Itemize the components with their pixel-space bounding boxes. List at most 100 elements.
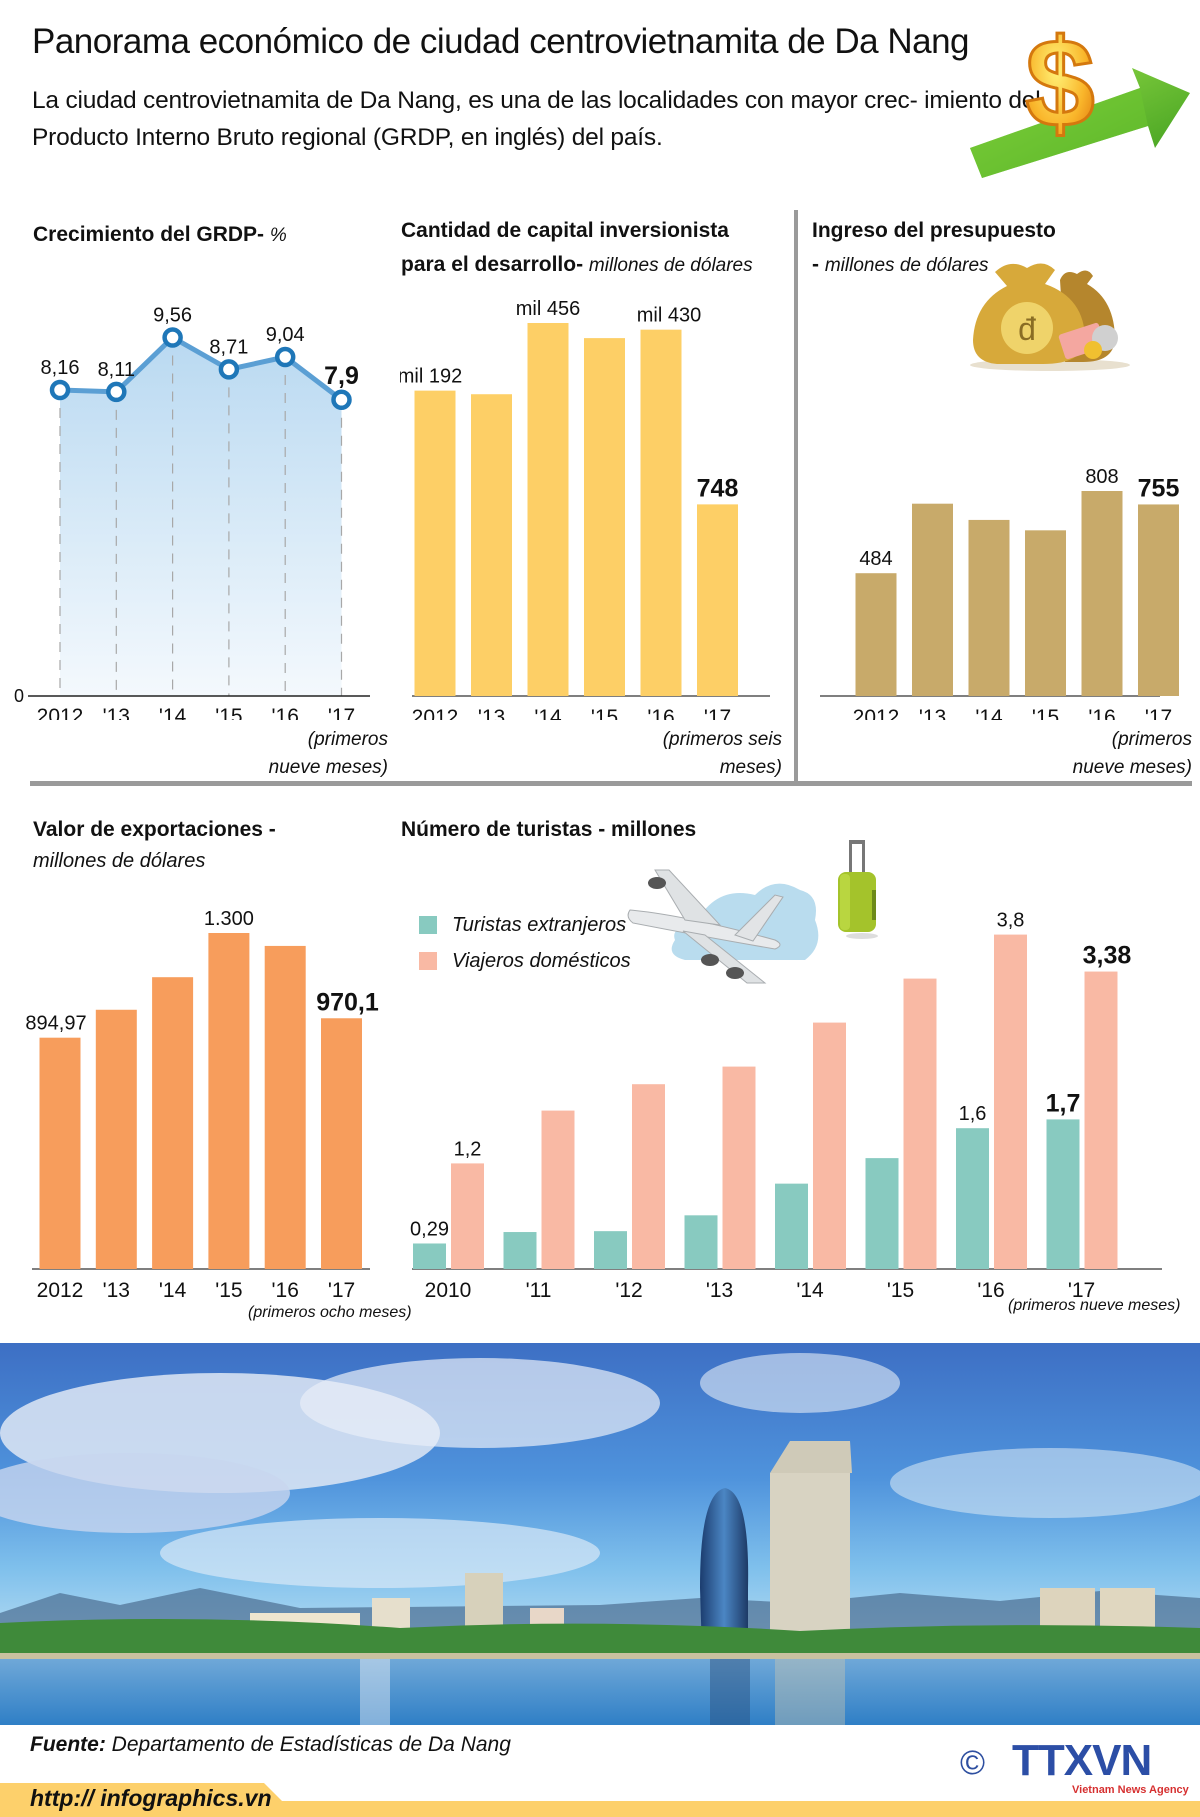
bar-domestic-travelers bbox=[1084, 971, 1118, 1269]
x-tick-label: '13 bbox=[478, 706, 505, 720]
data-label: 9,56 bbox=[153, 305, 192, 327]
source-label: Fuente: bbox=[30, 1733, 106, 1756]
tourists-chart-title: Número de turistas - millones bbox=[401, 818, 697, 841]
dollar-growth-arrow-icon: $ bbox=[970, 13, 1190, 178]
x-tick-label: '15 bbox=[215, 705, 242, 720]
capital-note-line2: meses) bbox=[719, 757, 782, 778]
svg-text:$: $ bbox=[1025, 14, 1095, 153]
x-tick-label: '14 bbox=[975, 706, 1003, 720]
bar-capital bbox=[584, 338, 625, 696]
bar-exports bbox=[152, 977, 194, 1269]
budget-note-line2: nueve meses) bbox=[1072, 757, 1192, 778]
x-tick-label: 2012 bbox=[853, 706, 900, 720]
data-label: 0,29 bbox=[410, 1218, 449, 1240]
svg-text:đ: đ bbox=[1018, 311, 1036, 347]
bar-domestic-travelers bbox=[994, 934, 1027, 1269]
x-tick-label: '13 bbox=[103, 705, 130, 720]
logo-wordmark: TTXVN bbox=[1012, 1736, 1152, 1785]
data-label: mil 430 bbox=[637, 305, 701, 327]
bar-budget bbox=[912, 503, 953, 696]
data-label: 1,2 bbox=[454, 1138, 482, 1160]
grdp-unit: % bbox=[269, 225, 287, 246]
data-label: 3,38 bbox=[1083, 942, 1132, 970]
bar-foreign-tourists bbox=[775, 1183, 808, 1269]
url-bar bbox=[0, 1783, 1200, 1817]
data-label: mil 456 bbox=[516, 298, 580, 320]
exports-chart: 2012 894,97 '13 '14 '15 1.300 '16 '17 970,1 bbox=[25, 908, 378, 1300]
bar-capital bbox=[640, 329, 682, 696]
budget-unit: millones de dólares bbox=[824, 255, 989, 276]
logo-subtext: Vietnam News Agency bbox=[1072, 1784, 1189, 1796]
x-tick-label: '16 bbox=[272, 705, 299, 720]
bar-budget bbox=[855, 573, 897, 696]
bar-foreign-tourists bbox=[865, 1158, 899, 1269]
x-tick-label: '16 bbox=[1088, 706, 1115, 720]
x-tick-label: '14 bbox=[159, 705, 187, 720]
legend-item-domestic: Viajeros domésticos bbox=[419, 943, 631, 979]
bar-foreign-tourists bbox=[503, 1232, 537, 1269]
grdp-point bbox=[162, 327, 183, 348]
bar-domestic-travelers bbox=[813, 1022, 846, 1269]
exports-unit: millones de dólares bbox=[33, 850, 206, 872]
grdp-chart: 0 2012 8,16 '13 8,11 '14 9,56 '15 8,71 '16 9,04 '17… bbox=[14, 305, 370, 720]
x-tick-label: '14 bbox=[796, 1279, 824, 1300]
x-tick-label: '16 bbox=[272, 1279, 299, 1300]
capital-title-line2: para el desarrollo- bbox=[401, 253, 584, 276]
bar-budget bbox=[1025, 530, 1066, 696]
bar-capital bbox=[471, 394, 512, 696]
bar-foreign-tourists bbox=[413, 1243, 446, 1269]
ttxvn-logo: © TTXVN Vietnam News Agency bbox=[960, 1736, 1189, 1798]
bar-capital bbox=[697, 504, 738, 696]
data-label: 9,04 bbox=[266, 324, 305, 346]
airplane-icon bbox=[627, 869, 819, 984]
source-credit: Fuente: Departamento de Estadísticas de … bbox=[30, 1733, 511, 1757]
section-divider-vertical bbox=[794, 210, 798, 786]
bar-domestic-travelers bbox=[722, 1066, 756, 1269]
x-tick-label: 2012 bbox=[37, 705, 84, 720]
budget-note: (primeros nueve meses) bbox=[1020, 726, 1192, 782]
x-tick-label: '16 bbox=[647, 706, 674, 720]
data-label: 8,71 bbox=[209, 336, 248, 358]
bar-foreign-tourists bbox=[594, 1231, 627, 1269]
bar-foreign-tourists bbox=[956, 1128, 989, 1269]
bar-capital bbox=[414, 390, 456, 696]
source-text: Departamento de Estadísticas de Da Nang bbox=[111, 1733, 511, 1756]
bar-domestic-travelers bbox=[903, 978, 937, 1269]
bar-capital bbox=[527, 323, 569, 696]
bar-foreign-tourists bbox=[1046, 1119, 1080, 1269]
x-tick-label: '15 bbox=[887, 1279, 914, 1300]
data-label: 894,97 bbox=[25, 1013, 86, 1035]
capital-chart: 2012 mil 192 '13 '14 mil 456 '15 '16 mil 430 '17… bbox=[400, 298, 770, 720]
exports-title-line1: Valor de exportaciones - bbox=[33, 818, 276, 841]
x-tick-label: '16 bbox=[977, 1279, 1004, 1300]
data-label: 808 bbox=[1085, 466, 1118, 488]
x-tick-label: '13 bbox=[919, 706, 946, 720]
bar-exports bbox=[208, 933, 250, 1269]
x-tick-label: '17 bbox=[328, 705, 355, 720]
data-label: 7,9 bbox=[324, 362, 359, 390]
legend-swatch-foreign bbox=[419, 916, 437, 934]
grdp-area bbox=[60, 337, 342, 696]
data-label: 8,16 bbox=[41, 357, 80, 379]
x-tick-label: '12 bbox=[615, 1279, 642, 1300]
page-title: Panorama económico de ciudad centrovietn… bbox=[32, 22, 970, 61]
website-link[interactable]: http:// infographics.vn bbox=[30, 1785, 272, 1811]
x-tick-label: '13 bbox=[706, 1279, 733, 1300]
data-label: 1,7 bbox=[1046, 1089, 1081, 1117]
x-tick-label: '11 bbox=[526, 1279, 552, 1300]
bar-exports bbox=[264, 945, 306, 1269]
x-tick-label: '13 bbox=[103, 1279, 130, 1300]
budget-title-line1: Ingreso del presupuesto bbox=[812, 219, 1056, 242]
grdp-title-text: Crecimiento del GRDP- bbox=[33, 223, 265, 246]
x-tick-label: '15 bbox=[591, 706, 618, 720]
grdp-point bbox=[274, 346, 296, 368]
page-subtitle: La ciudad centrovietnamita de Da Nang, e… bbox=[32, 87, 1041, 151]
capital-note-line1: (primeros seis bbox=[662, 729, 782, 750]
data-label: 1,6 bbox=[959, 1103, 987, 1125]
grdp-chart-title: Crecimiento del GRDP- % bbox=[33, 218, 287, 253]
data-label: 484 bbox=[859, 548, 892, 570]
tourists-legend: Turistas extranjeros Viajeros domésticos bbox=[419, 907, 631, 979]
x-tick-label: 2012 bbox=[37, 1279, 84, 1300]
data-label: 3,8 bbox=[997, 910, 1025, 932]
x-tick-label: '17 bbox=[704, 706, 731, 720]
